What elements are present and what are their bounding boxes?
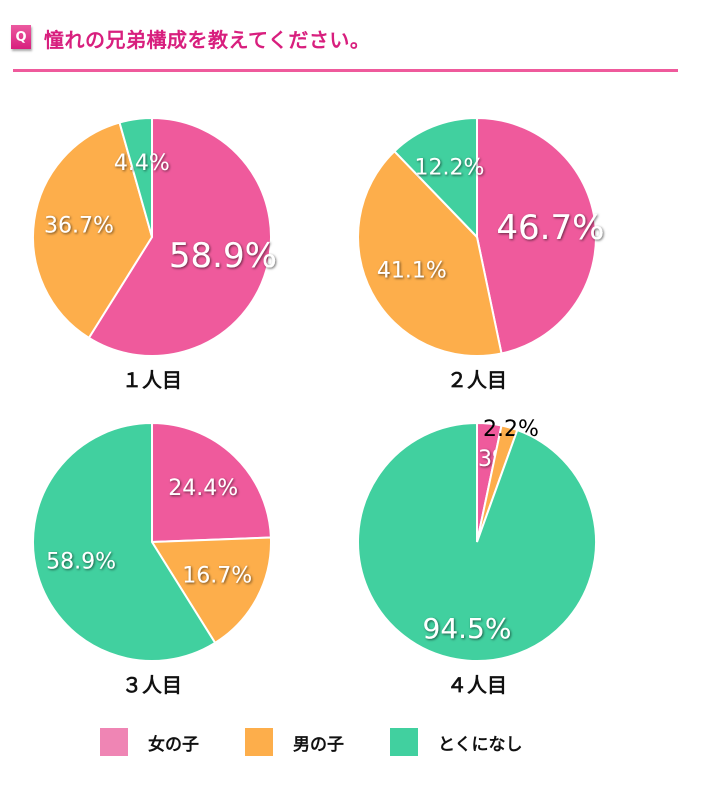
legend-label: 女の子: [148, 734, 199, 755]
data-label: 36.7%: [44, 214, 114, 239]
legend-item-girl: 女の子: [100, 728, 199, 756]
chart-title: ３人目: [122, 673, 182, 697]
legend-label: とくになし: [438, 734, 523, 755]
data-label: 46.7%: [496, 208, 604, 248]
chart-title: １人目: [122, 368, 182, 392]
pie-slice-boy: [150, 536, 272, 645]
chart-title: ４人目: [447, 673, 507, 697]
pie-slice-none: [393, 116, 478, 240]
pie-slice-none: [357, 421, 597, 662]
pie-slice-none: [118, 116, 153, 238]
data-label: 12.2%: [414, 156, 484, 181]
pie-charts: 58.9% 36.7% 4.4% １人目 46.7% 41.1% 12.2% ２人目 24.4%…: [32, 116, 604, 697]
legend-item-boy: 男の子: [245, 728, 344, 756]
pie-slice-girl: [151, 421, 272, 544]
pie-slice-boy: [357, 149, 503, 357]
pie-slice-boy: [32, 121, 154, 340]
legend-swatch: [390, 728, 418, 756]
pie-slice-none: [32, 421, 217, 662]
data-label: 16.7%: [182, 564, 252, 589]
legend: 女の子 男の子 とくになし: [100, 728, 569, 756]
data-label: 58.9%: [169, 236, 277, 276]
chart-title: ２人目: [447, 368, 507, 392]
data-label: 4.4%: [114, 151, 170, 176]
legend-swatch: [100, 728, 128, 756]
pie-slice-girl: [476, 116, 597, 355]
page-title: 憧れの兄弟構成を教えてください。: [44, 28, 371, 52]
pie-slice-girl: [87, 116, 272, 357]
legend-item-none: とくになし: [390, 728, 523, 756]
data-label: 41.1%: [377, 259, 447, 284]
data-label: 58.9%: [46, 549, 116, 574]
title-divider: [13, 69, 678, 72]
question-icon: Q: [11, 25, 31, 49]
data-label: 24.4%: [168, 476, 238, 501]
legend-label: 男の子: [293, 734, 344, 755]
data-label: 94.5%: [423, 612, 512, 645]
legend-swatch: [245, 728, 273, 756]
